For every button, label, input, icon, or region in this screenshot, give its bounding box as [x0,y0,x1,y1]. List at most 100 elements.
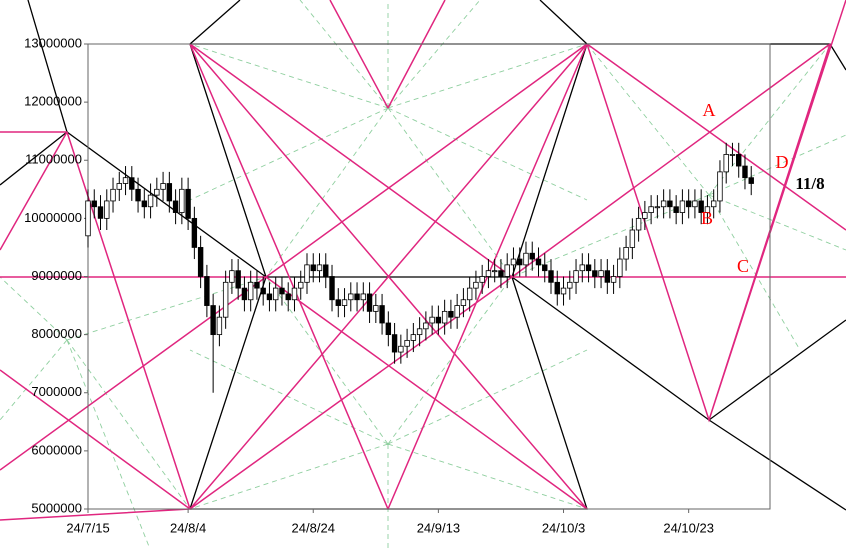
candle-body [210,305,216,336]
candle-body [435,316,442,324]
candle-body [97,206,104,219]
candle-body [704,206,711,213]
candle-body [667,200,673,208]
candle-body [423,322,429,330]
candle-body [160,183,166,190]
candle-body [141,200,148,208]
candle-body [391,334,398,353]
candle-body [185,188,191,219]
candle-body [717,171,723,202]
candle-body [517,258,523,266]
candle-body [710,200,717,208]
candle-body [304,264,310,283]
y-tick-label: 6000000 [31,442,82,457]
candle-body [579,264,585,272]
candle-body [91,200,97,208]
candle-body [698,200,704,213]
x-tick-label: 24/10/3 [542,520,585,535]
candle-body [404,340,410,347]
candle-body [260,287,266,295]
candle-body [742,165,748,179]
candle-body [235,270,241,289]
candle-body [454,305,460,318]
candle-body [204,276,210,306]
candle-body [104,200,110,219]
annotation: C [737,256,749,276]
candle-body [135,188,141,202]
candle-body [479,276,485,283]
candle-body [441,310,448,324]
x-tick-label: 24/8/24 [292,520,335,535]
y-tick-label: 8000000 [31,326,82,341]
candle-body [604,270,611,283]
candle-body [147,194,154,208]
candle-body [179,188,185,213]
candle-body [535,258,542,266]
candle-body [410,334,417,341]
x-tick-label: 24/9/13 [417,520,460,535]
candle-body [729,154,736,156]
candle-body [354,293,360,301]
y-tick-label: 11000000 [25,152,82,167]
candle-body [473,281,479,289]
candle-body [360,293,367,301]
candle-body [122,177,129,184]
candle-body [416,328,423,336]
annotation: 11/8 [795,174,824,193]
y-tick-label: 5000000 [31,500,82,515]
candle-body [116,183,122,190]
candle-body [567,281,573,289]
candle-body [491,270,498,273]
candle-body [510,258,517,266]
candle-body [685,200,692,208]
candle-body [654,206,661,209]
candle-body [385,322,392,336]
candle-body [523,252,529,266]
candle-body [329,276,335,301]
candle-body [498,270,504,277]
candle-body [110,188,116,202]
candle-body [592,270,598,277]
candle-body [266,293,273,301]
candle-body [222,281,229,318]
x-tick-label: 24/8/4 [170,520,206,535]
candle-body [466,287,473,301]
candle-body [129,177,135,190]
candle-body [673,206,679,213]
candle-body [298,281,304,289]
candle-body [348,293,354,301]
y-tick-label: 13000000 [24,35,82,50]
candle-body [216,316,223,336]
candle-body [241,287,248,301]
candle-body [529,252,535,260]
candle-body [429,316,435,324]
candle-body [254,281,260,289]
candle-body [573,270,579,283]
candle-body [197,247,204,277]
x-tick-label: 24/7/15 [66,520,109,535]
candle-body [623,247,629,260]
candle-body [279,287,285,295]
candle-body [335,299,341,306]
candle-body [610,276,617,283]
candle-body [291,287,298,301]
candle-body [323,264,329,277]
candle-body [548,270,554,283]
candle-body [648,206,654,213]
candle-body [85,200,91,237]
candle-body [736,154,742,167]
candle-body [629,229,636,248]
candle-body [617,258,623,277]
candle-body [191,217,198,248]
candle-body [273,287,279,301]
candle-body [398,345,404,353]
candle-body [341,299,348,306]
candle-body [247,281,254,301]
annotation: D [776,152,789,172]
candle-body [310,264,316,272]
y-tick-label: 10000000 [24,210,82,225]
y-tick-label: 7000000 [31,384,82,399]
candle-body [748,177,754,184]
